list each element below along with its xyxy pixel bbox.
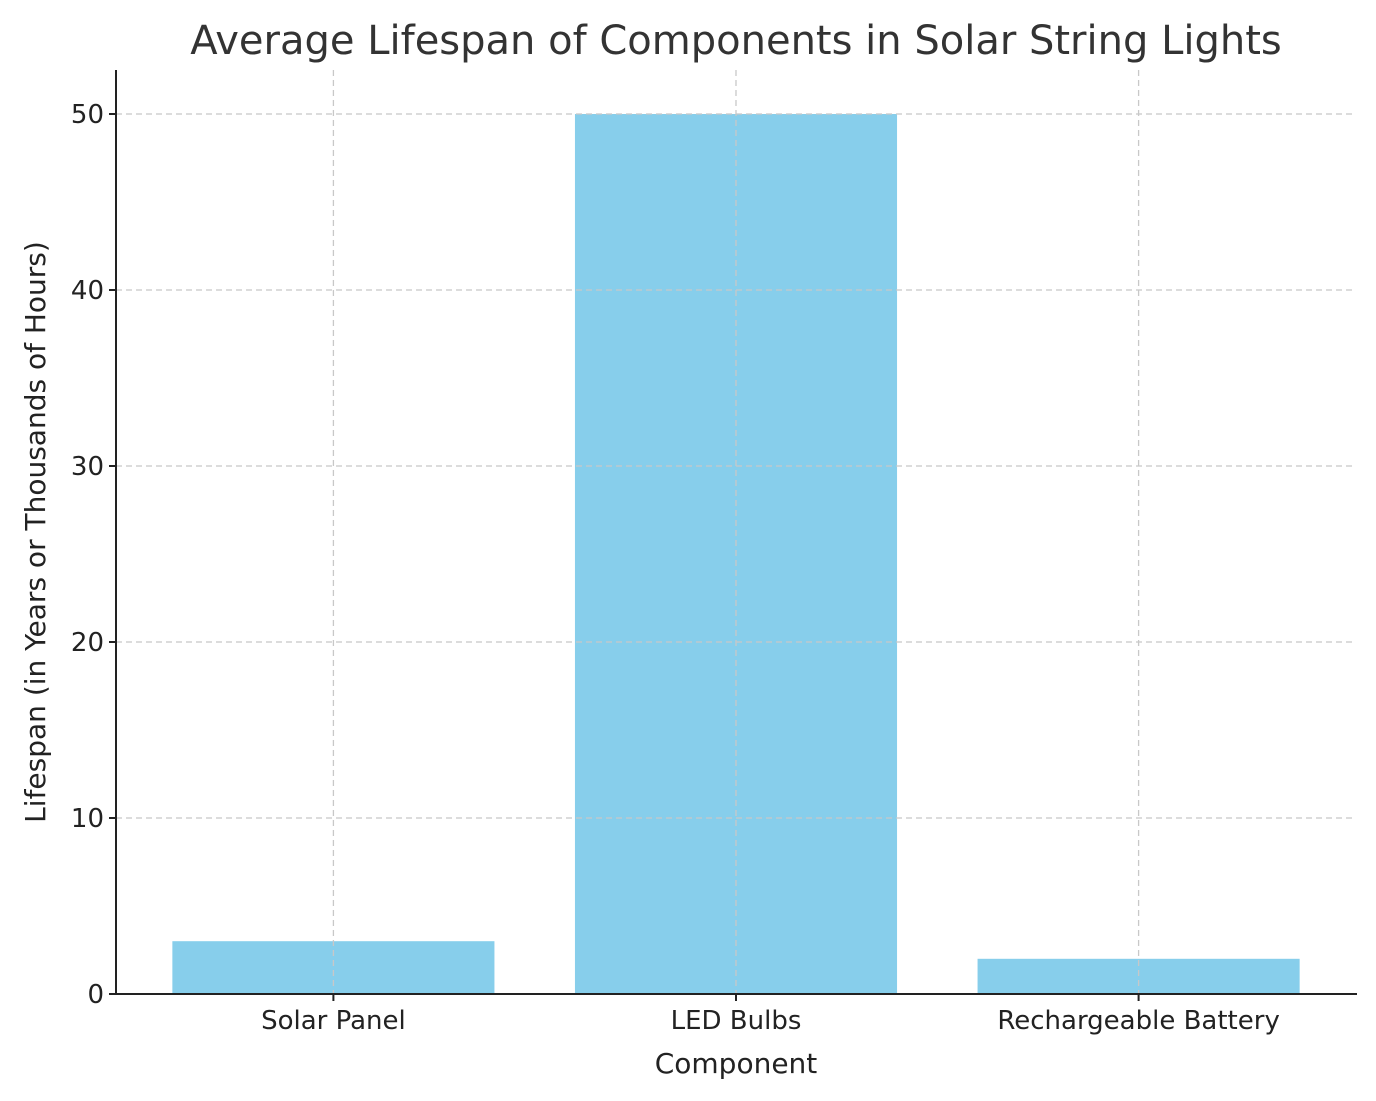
x-tick-label: Solar Panel [261,1006,406,1036]
y-tick-label: 20 [71,628,104,658]
x-axis-label: Component [655,1047,818,1080]
y-tick-label: 50 [71,100,104,130]
y-tick-label: 30 [71,452,104,482]
chart-title: Average Lifespan of Components in Solar … [190,18,1282,64]
x-tick-label: Rechargeable Battery [997,1006,1279,1036]
x-tick-label: LED Bulbs [671,1006,802,1036]
y-tick-label: 0 [87,980,104,1010]
y-tick-label: 10 [71,804,104,834]
y-axis-label: Lifespan (in Years or Thousands of Hours… [19,241,52,823]
bar-solar-panel [172,941,495,994]
y-tick-label: 40 [71,276,104,306]
